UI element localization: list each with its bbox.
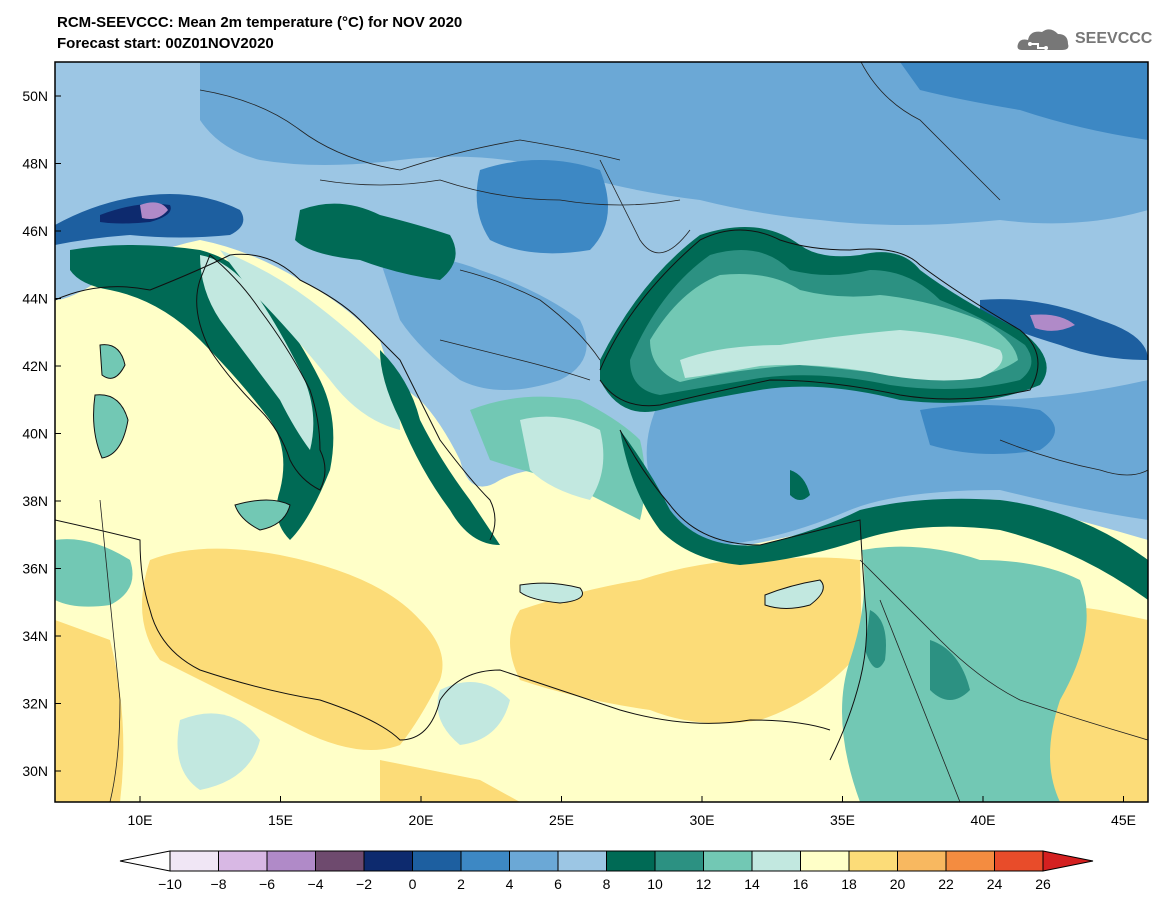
ukraine-blue xyxy=(476,160,608,254)
balkan-blue xyxy=(380,256,587,390)
anatolia-south-teal xyxy=(620,430,1148,600)
lat-tick-label: 40N xyxy=(22,426,48,442)
colorbar-cell xyxy=(945,850,995,872)
colorbar-cell xyxy=(218,850,268,872)
colorbar-tick-label: 24 xyxy=(987,876,1003,892)
lat-tick-label: 44N xyxy=(22,291,48,307)
africa-pale-patch xyxy=(437,682,510,745)
colorbar-tick-label: 14 xyxy=(744,876,760,892)
colorbar-cell xyxy=(460,850,510,872)
cyprus xyxy=(765,580,824,609)
lat-tick-label: 32N xyxy=(22,696,48,712)
colorbar-cell xyxy=(315,850,365,872)
colorbar-tick-label: 26 xyxy=(1035,876,1051,892)
colorbar-tick-label: 12 xyxy=(696,876,712,892)
colorbar-cell xyxy=(169,850,219,872)
colorbar-cell xyxy=(606,850,656,872)
map-frame xyxy=(54,61,1149,803)
black-sea-pale xyxy=(680,330,1003,381)
lon-tick-label: 30E xyxy=(690,812,715,828)
central-europe-blue xyxy=(200,62,1148,225)
corsica xyxy=(100,344,125,379)
colorbar-under-arrow xyxy=(119,850,171,872)
colorbar-cell xyxy=(266,850,316,872)
colorbar-tick-label: 6 xyxy=(554,876,562,892)
adriatic-light xyxy=(220,250,400,430)
colorbar-tick-label: 20 xyxy=(890,876,906,892)
colorbar-tick-label: 2 xyxy=(457,876,465,892)
colorbar-cell xyxy=(994,850,1044,872)
lat-tick-label: 38N xyxy=(22,493,48,509)
lat-tick-label: 46N xyxy=(22,223,48,239)
seevccc-logo-text: SEEVCCC xyxy=(1075,30,1153,47)
colorbar-cell xyxy=(412,850,462,872)
colorbar-cell xyxy=(654,850,704,872)
colorbar-tick-label: 8 xyxy=(603,876,611,892)
pannonian-teal xyxy=(295,203,456,280)
lon-tick-label: 10E xyxy=(128,812,153,828)
west-warm-zone xyxy=(55,620,124,802)
colorbar-tick-label: 18 xyxy=(841,876,857,892)
colorbar-tick-label: −4 xyxy=(308,876,324,892)
borders xyxy=(99,62,1148,802)
colorbar-tick-label: 4 xyxy=(506,876,514,892)
colorbar-tick-label: −6 xyxy=(259,876,275,892)
sardinia xyxy=(93,394,128,458)
lat-tick-label: 48N xyxy=(22,156,48,172)
latitude-axis: 50N 48N 46N 44N 42N 40N 38N 36N 34N 32N 30N xyxy=(22,88,61,779)
colorbar-tick-label: 0 xyxy=(409,876,417,892)
colorbar-tick-label: −10 xyxy=(158,876,182,892)
colorbar-cell xyxy=(703,850,753,872)
italy-light xyxy=(200,255,314,450)
lat-tick-label: 42N xyxy=(22,358,48,374)
lon-tick-label: 45E xyxy=(1111,812,1136,828)
anatolia-inner-dark-patch xyxy=(790,470,810,500)
colorbar-cell xyxy=(751,850,801,872)
colorbar-tick-label: −8 xyxy=(211,876,227,892)
lat-tick-label: 30N xyxy=(22,763,48,779)
n-africa-warm-zone xyxy=(142,548,443,750)
lon-tick-label: 15E xyxy=(268,812,293,828)
lon-tick-label: 40E xyxy=(971,812,996,828)
caucasus-purple xyxy=(1030,314,1075,331)
colorbar-cell xyxy=(800,850,850,872)
balkan-coast-teal xyxy=(380,350,500,545)
colorbar-over-arrow xyxy=(1042,850,1094,872)
colorbar-cell xyxy=(848,850,898,872)
south-warm-zone xyxy=(380,760,520,802)
coastlines xyxy=(55,229,1039,761)
russia-deep-blue xyxy=(900,62,1148,140)
anatolia-darker-blue xyxy=(920,405,1055,454)
colorbar-tick-label: −2 xyxy=(356,876,372,892)
map-title: RCM-SEEVCCC: Mean 2m temperature (°C) fo… xyxy=(57,14,463,31)
lon-tick-label: 25E xyxy=(549,812,574,828)
seevccc-logo-cloud-icon xyxy=(1017,29,1069,50)
africa-pale-patch xyxy=(177,713,260,790)
colorbar-tick-label: 22 xyxy=(938,876,954,892)
caucasus-deep-blue xyxy=(980,299,1148,360)
crete xyxy=(520,583,583,603)
aegean-pale xyxy=(520,416,604,500)
levant-dark-teal xyxy=(865,610,886,668)
alps-purple xyxy=(140,202,168,219)
lat-tick-label: 36N xyxy=(22,561,48,577)
lat-tick-label: 34N xyxy=(22,628,48,644)
colorbar-cell xyxy=(509,850,559,872)
lat-tick-label: 50N xyxy=(22,88,48,104)
tunisia-teal xyxy=(55,539,133,607)
colorbar-cell xyxy=(897,850,947,872)
lon-tick-label: 35E xyxy=(830,812,855,828)
colorbar-tick-label: 16 xyxy=(793,876,809,892)
syria-dark-teal xyxy=(930,640,970,700)
lon-tick-label: 20E xyxy=(409,812,434,828)
colorbar-tick-label: 10 xyxy=(647,876,663,892)
colorbar-cell xyxy=(557,850,607,872)
forecast-start-label: Forecast start: 00Z01NOV2020 xyxy=(57,35,274,52)
longitude-axis: 10E 15E 20E 25E 30E 35E 40E 45E xyxy=(128,796,1136,828)
colorbar-cell xyxy=(363,850,413,872)
